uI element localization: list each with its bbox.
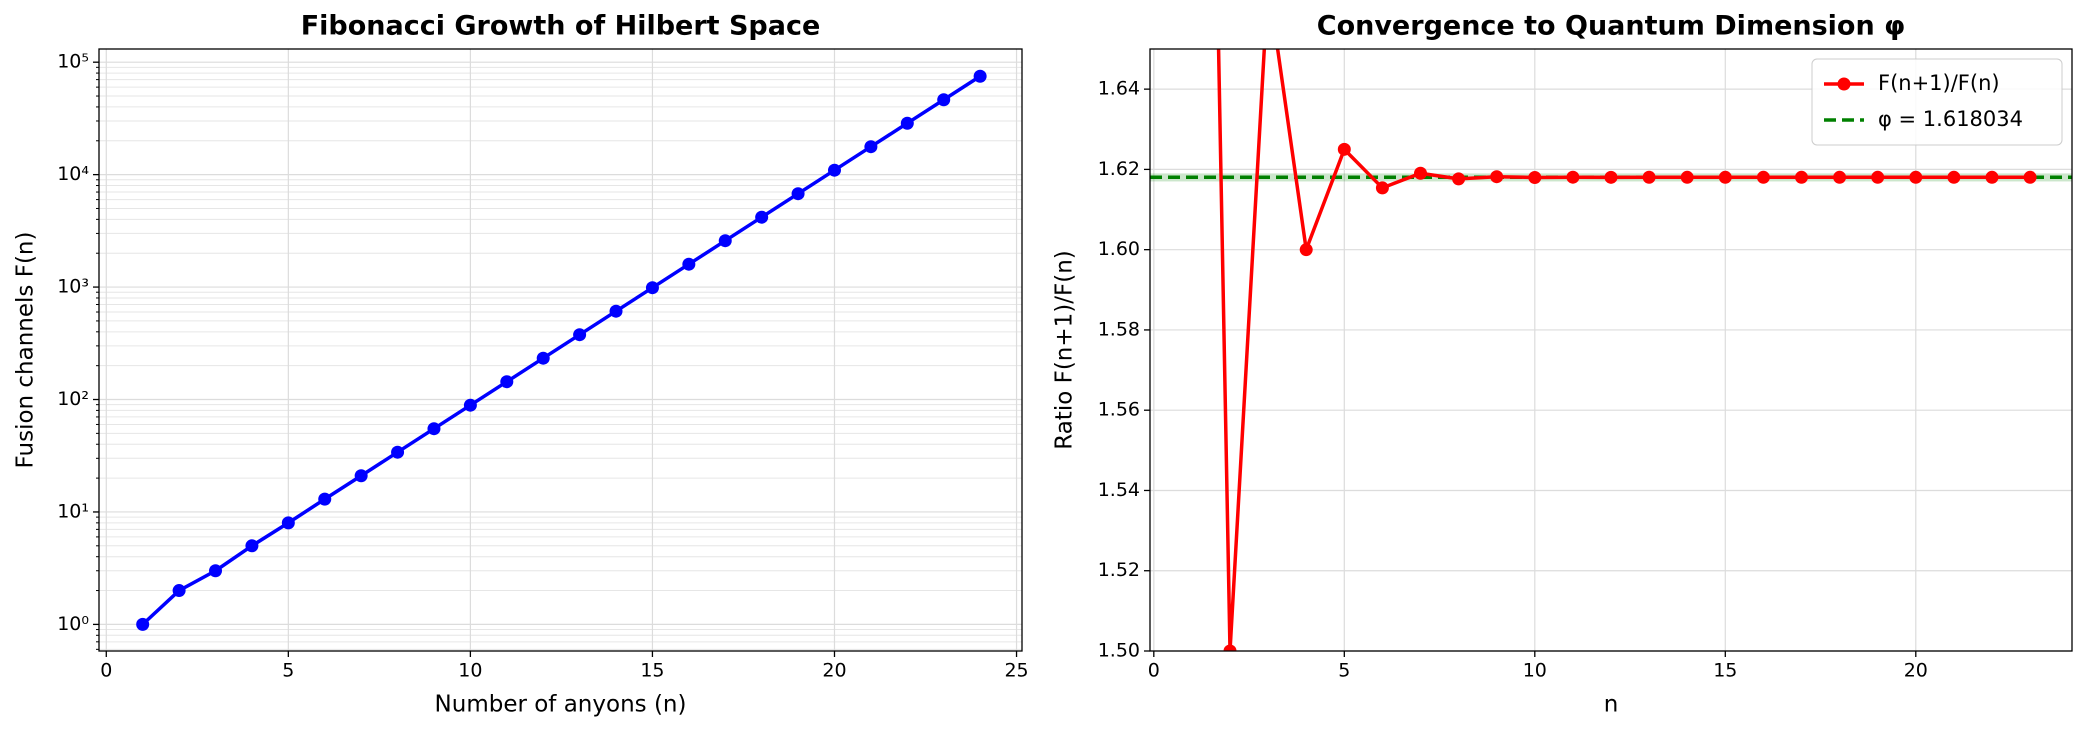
data-point: [1566, 170, 1580, 184]
axes-frame: [98, 48, 1023, 652]
data-point: [900, 116, 914, 130]
data-point: [172, 584, 186, 598]
series-line: [141, 74, 982, 626]
data-point: [1528, 171, 1542, 185]
data-point: [209, 564, 223, 578]
data-point: [1299, 243, 1313, 257]
chart-title: Fibonacci Growth of Hilbert Space: [301, 11, 821, 42]
data-point: [973, 69, 987, 83]
x-tick-label: 0: [100, 660, 112, 682]
chart-panel: 10⁰ 10¹ 10² 10³ 10⁴ 10⁵ 0 5 10 15 20 25 Fibonacci Gr…: [13, 11, 1029, 718]
x-axis-label: Number of anyons (n): [435, 692, 687, 718]
data-point: [609, 304, 623, 318]
legend-frame: [1811, 58, 2063, 146]
y-axis-label: Ratio F(n+1)/F(n): [1052, 250, 1078, 450]
y-tick-label: 10⁴: [57, 163, 89, 185]
x-tick-label: 10: [1523, 660, 1547, 682]
data-point: [682, 257, 696, 271]
data-point: [500, 375, 514, 389]
data-point: [1680, 170, 1694, 184]
data-point: [1490, 170, 1504, 184]
data-point: [1375, 181, 1389, 195]
data-point: [463, 398, 477, 412]
data-point: [536, 351, 550, 365]
x-tick-label: 15: [1713, 660, 1737, 682]
data-point: [1718, 170, 1732, 184]
y-tick-label: 10⁵: [57, 51, 89, 73]
x-tick-label: 0: [1148, 660, 1160, 682]
plot-area: [1150, 49, 2072, 651]
data-point: [354, 469, 368, 483]
y-tick-label: 10³: [57, 276, 89, 298]
legend: F(n+1)/F(n) φ = 1.618034: [1811, 58, 2063, 146]
data-point: [136, 617, 150, 631]
data-point: [1414, 166, 1428, 180]
data-point: [1985, 170, 1999, 184]
data-point: [1223, 644, 1237, 651]
y-tick-label: 1.50: [1098, 640, 1140, 662]
data-point: [1642, 170, 1656, 184]
x-tick-label: 5: [1338, 660, 1350, 682]
legend-label: F(n+1)/F(n): [1878, 71, 2000, 95]
y-tick-label: 10²: [57, 388, 89, 410]
y-tick-label: 1.64: [1098, 78, 1140, 100]
x-tick-label: 5: [282, 660, 294, 682]
y-axis-label: Fusion channels F(n): [13, 232, 39, 469]
data-point: [1871, 170, 1885, 184]
x-axis-label: n: [1604, 692, 1619, 718]
data-point: [573, 328, 587, 342]
data-point: [791, 187, 805, 201]
legend-label: φ = 1.618034: [1878, 107, 2023, 131]
data-point: [391, 445, 405, 459]
x-tick-label: 10: [458, 660, 482, 682]
y-tick-label: 10¹: [57, 500, 89, 522]
data-point: [281, 516, 295, 530]
data-point: [2023, 170, 2037, 184]
y-tick-label: 1.60: [1098, 238, 1140, 260]
legend-marker: [1837, 77, 1851, 91]
y-tick-label: 1.54: [1098, 479, 1140, 501]
data-point: [318, 492, 332, 506]
y-tick-label: 1.56: [1098, 399, 1140, 421]
data-point: [937, 93, 951, 107]
data-point: [645, 281, 659, 295]
y-tick-label: 1.52: [1098, 559, 1140, 581]
chart-title: Convergence to Quantum Dimension φ: [1317, 11, 1905, 42]
data-point: [1947, 170, 1961, 184]
x-tick-label: 15: [640, 660, 664, 682]
plot-area: [136, 69, 987, 631]
x-tick-label: 25: [1004, 660, 1028, 682]
data-point: [718, 234, 732, 248]
data-point: [1337, 142, 1351, 156]
y-tick-label: 1.62: [1098, 158, 1140, 180]
data-point: [1833, 170, 1847, 184]
data-point: [1909, 170, 1923, 184]
axes-frame: [1149, 48, 2073, 652]
data-point: [1604, 170, 1618, 184]
data-point: [1452, 172, 1466, 186]
data-point: [427, 422, 441, 436]
data-point: [1794, 170, 1808, 184]
x-tick-label: 20: [822, 660, 846, 682]
x-tick-label: 20: [1904, 660, 1928, 682]
data-point: [864, 140, 878, 154]
y-tick-label: 1.58: [1098, 318, 1140, 340]
data-point: [245, 539, 259, 553]
y-tick-label: 10⁰: [57, 613, 89, 635]
data-point: [755, 210, 769, 224]
data-point: [1756, 170, 1770, 184]
chart-panel: 1.50 1.52 1.54 1.56 1.58 1.60 1.62 1.64 0 5 10 15 20…: [1052, 11, 2073, 718]
data-point: [827, 163, 841, 177]
